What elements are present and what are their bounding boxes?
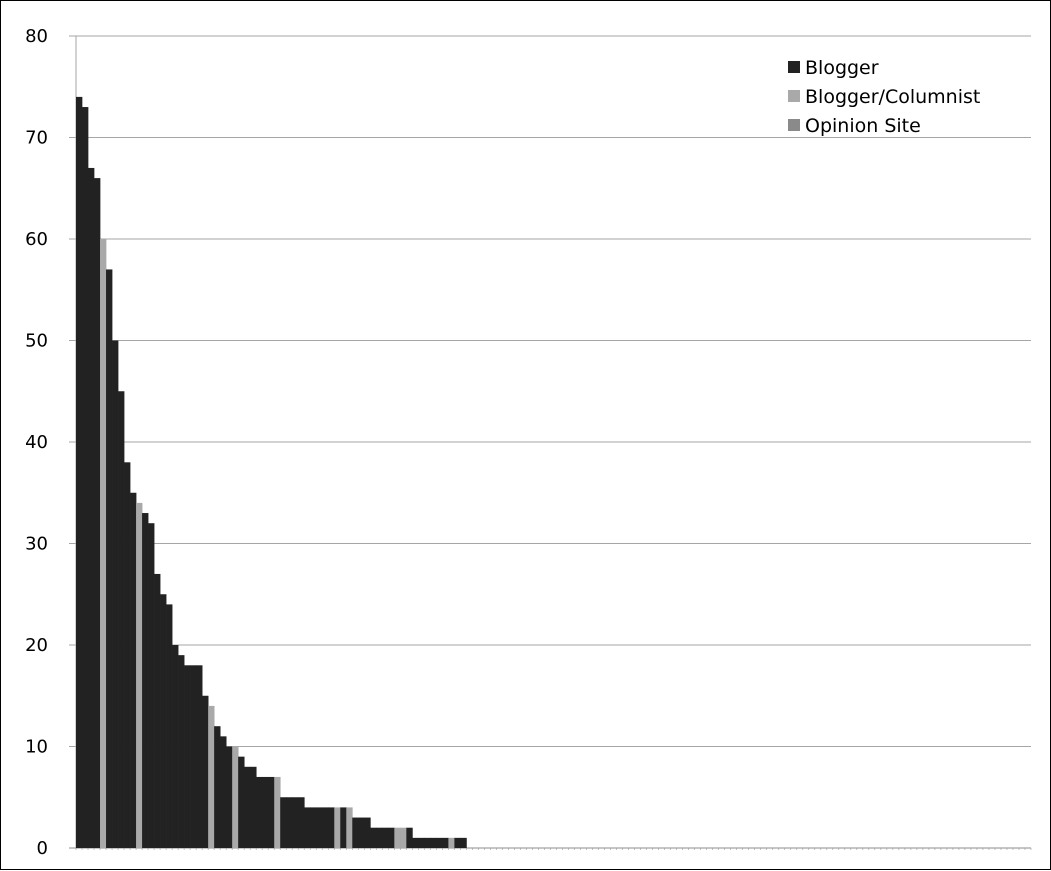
bar (388, 827, 395, 848)
bar (454, 837, 461, 848)
bar (166, 604, 173, 848)
bar (256, 776, 263, 848)
bar (226, 746, 233, 848)
bar (172, 645, 179, 848)
bar (88, 167, 95, 848)
bar (400, 827, 407, 848)
legend-label: Blogger (805, 57, 879, 79)
bar (160, 594, 167, 848)
legend-swatch (788, 61, 800, 73)
bar (298, 797, 305, 848)
bar (370, 827, 377, 848)
bar (436, 837, 443, 848)
bar (358, 817, 365, 848)
legend-label: Blogger/Columnist (805, 86, 980, 108)
bar (328, 807, 335, 848)
legend-swatch (788, 90, 800, 102)
legend-label: Opinion Site (805, 115, 921, 137)
bar (412, 837, 419, 848)
bar (382, 827, 389, 848)
y-tick-label: 50 (25, 331, 48, 352)
bar (100, 239, 107, 848)
bar (112, 340, 119, 848)
bar (274, 776, 281, 848)
bar (82, 107, 89, 849)
bar (136, 502, 143, 848)
bar (364, 817, 371, 848)
legend: Blogger Blogger/Columnist Opinion Site (788, 57, 980, 137)
bar (346, 807, 353, 848)
bar (178, 655, 185, 848)
x-ticks (75, 848, 1032, 850)
bar (430, 837, 437, 848)
bar (118, 391, 125, 848)
y-tick-label: 20 (25, 635, 48, 656)
bar (460, 837, 467, 848)
y-tick-label: 0 (37, 838, 48, 859)
bar (250, 766, 257, 848)
bar (280, 797, 287, 848)
bars (76, 96, 467, 849)
bar (334, 807, 341, 848)
bar (418, 837, 425, 848)
bar (442, 837, 449, 848)
y-tick-label: 60 (25, 229, 48, 250)
bar (124, 462, 131, 848)
bar (184, 665, 191, 848)
y-tick-label: 40 (25, 432, 48, 453)
bar (214, 726, 221, 848)
bar (424, 837, 431, 848)
bar (190, 665, 197, 848)
bar (154, 573, 161, 848)
bar (208, 705, 215, 848)
bar (316, 807, 323, 848)
bar (286, 797, 293, 848)
bar (448, 837, 455, 848)
y-tick-label: 10 (25, 737, 48, 758)
bar (310, 807, 317, 848)
bar (196, 665, 203, 848)
bar (262, 776, 269, 848)
bar (376, 827, 383, 848)
bar (292, 797, 299, 848)
bar (142, 513, 149, 848)
bar (352, 817, 359, 848)
bar (130, 492, 137, 848)
bar (244, 766, 251, 848)
bar (304, 807, 311, 848)
bar (106, 269, 113, 848)
bar (340, 807, 347, 848)
bar (76, 96, 83, 848)
y-tick-label: 80 (25, 26, 48, 47)
y-tick-labels: 0 10 20 30 40 50 60 70 80 (25, 26, 48, 859)
bar (268, 776, 275, 848)
y-tick-label: 30 (25, 534, 48, 555)
legend-swatch (788, 119, 800, 131)
bar (406, 827, 413, 848)
bar (220, 736, 227, 848)
bar (394, 827, 401, 848)
bar (238, 756, 245, 848)
bar (202, 695, 209, 848)
bar (94, 178, 101, 849)
bar (232, 746, 239, 848)
bar (322, 807, 329, 848)
gridlines (69, 35, 1031, 747)
y-tick-label: 70 (25, 128, 48, 149)
bar (148, 523, 155, 848)
